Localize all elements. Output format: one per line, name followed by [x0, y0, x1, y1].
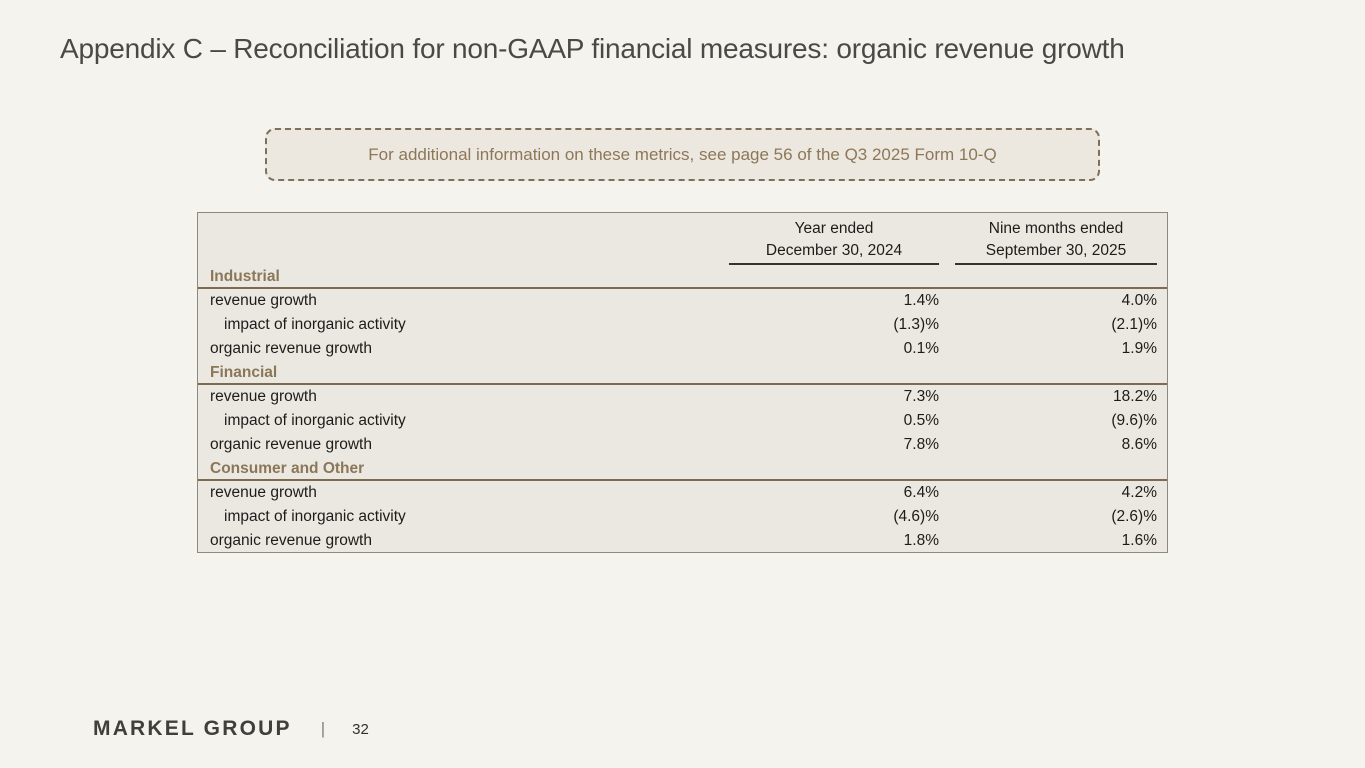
header-gap: [939, 218, 955, 265]
value-cell-col1: (4.6)%: [893, 508, 939, 525]
row-label: impact of inorganic activity: [224, 508, 406, 525]
table-row: organic revenue growth 1.8% 1.6%: [198, 529, 1167, 553]
value-cell-col1: 0.1%: [903, 340, 939, 357]
value-cell-col2: 8.6%: [1121, 436, 1157, 453]
value-cell-col1: 1.4%: [903, 292, 939, 309]
row-label: impact of inorganic activity: [224, 412, 406, 429]
value-cell-col2: 4.2%: [1121, 484, 1157, 501]
table-row: impact of inorganic activity 0.5% (9.6)%: [198, 409, 1167, 433]
value-cell-col2: 4.0%: [1121, 292, 1157, 309]
section-header-financial: Financial: [198, 361, 1167, 385]
table-row: organic revenue growth 0.1% 1.9%: [198, 337, 1167, 361]
table-row: impact of inorganic activity (4.6)% (2.6…: [198, 505, 1167, 529]
page-number: 32: [352, 720, 369, 738]
slide-footer: MARKEL GROUP | 32: [93, 717, 369, 741]
value-cell-col1: 7.8%: [903, 436, 939, 453]
value-cell-col1: 1.8%: [903, 532, 939, 549]
table-row: revenue growth 1.4% 4.0%: [198, 289, 1167, 313]
value-cell-col1: 7.3%: [903, 388, 939, 405]
markel-group-logo: MARKEL GROUP: [93, 717, 292, 740]
row-label: organic revenue growth: [210, 340, 372, 357]
column-header-period-label: Year ended: [794, 220, 874, 237]
section-header-industrial: Industrial: [198, 265, 1167, 289]
table-header-row: Year ended December 30, 2024 Nine months…: [198, 218, 1167, 265]
table-row: revenue growth 6.4% 4.2%: [198, 481, 1167, 505]
row-label: revenue growth: [210, 292, 317, 309]
row-label: revenue growth: [210, 388, 317, 405]
column-header-period-label: Nine months ended: [988, 220, 1124, 237]
info-callout: For additional information on these metr…: [265, 128, 1100, 181]
section-title: Industrial: [210, 268, 280, 285]
value-cell-col2: (9.6)%: [1111, 412, 1157, 429]
column-header-nine-months-ended: Nine months ended September 30, 2025: [955, 218, 1157, 265]
header-right-pad: [1157, 218, 1167, 265]
footer-divider: |: [320, 719, 326, 738]
section-header-consumer-and-other: Consumer and Other: [198, 457, 1167, 481]
value-cell-col2: 1.6%: [1121, 532, 1157, 549]
row-label: impact of inorganic activity: [224, 316, 406, 333]
column-header-date: December 30, 2024: [729, 240, 939, 265]
row-label: organic revenue growth: [210, 532, 372, 549]
row-label: organic revenue growth: [210, 436, 372, 453]
row-label: revenue growth: [210, 484, 317, 501]
column-header-date: September 30, 2025: [955, 240, 1157, 265]
value-cell-col1: 6.4%: [903, 484, 939, 501]
table-row: revenue growth 7.3% 18.2%: [198, 385, 1167, 409]
value-cell-col1: 0.5%: [903, 412, 939, 429]
value-cell-col1: (1.3)%: [893, 316, 939, 333]
page-title: Appendix C – Reconciliation for non-GAAP…: [60, 33, 1125, 64]
reconciliation-table: Year ended December 30, 2024 Nine months…: [197, 212, 1168, 553]
table-row: organic revenue growth 7.8% 8.6%: [198, 433, 1167, 457]
value-cell-col2: 1.9%: [1121, 340, 1157, 357]
table-row: impact of inorganic activity (1.3)% (2.1…: [198, 313, 1167, 337]
value-cell-col2: (2.6)%: [1111, 508, 1157, 525]
value-cell-col2: (2.1)%: [1111, 316, 1157, 333]
value-cell-col2: 18.2%: [1113, 388, 1157, 405]
section-title: Financial: [210, 364, 278, 381]
info-callout-text: For additional information on these metr…: [368, 144, 997, 164]
header-spacer: [198, 218, 729, 265]
section-title: Consumer and Other: [210, 460, 365, 477]
column-header-year-ended: Year ended December 30, 2024: [729, 218, 939, 265]
